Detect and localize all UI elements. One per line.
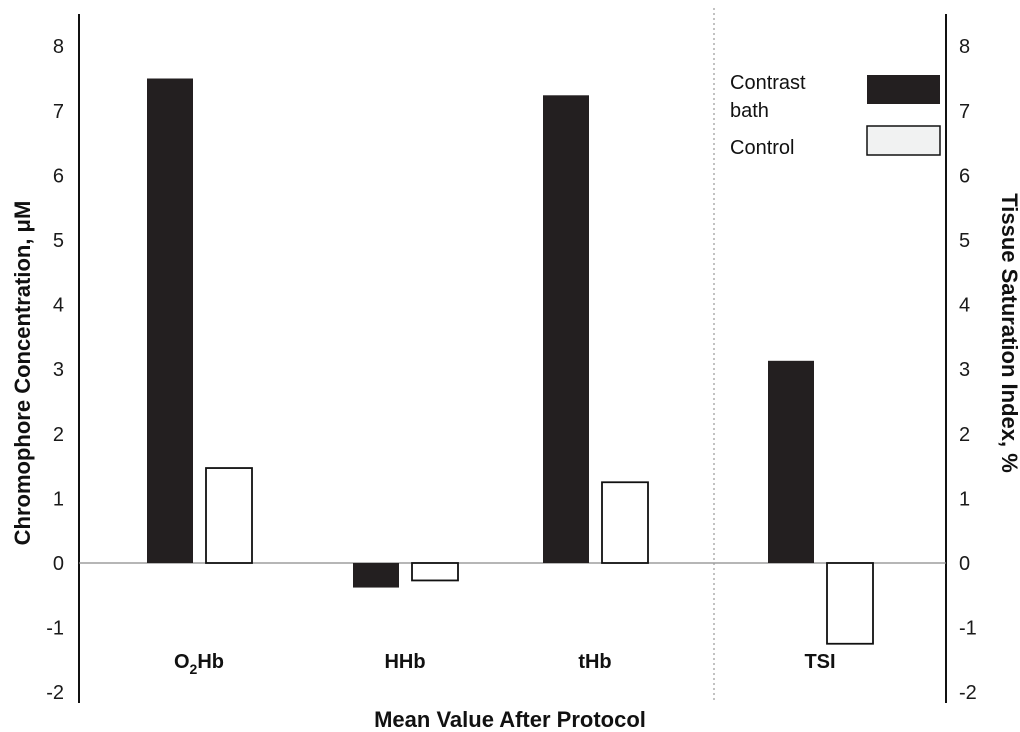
legend-item: Contrast bath	[730, 72, 940, 122]
left-y-tick-label: 3	[53, 359, 64, 381]
right-y-tick-label: 4	[959, 295, 970, 317]
left-y-tick-label: 6	[53, 165, 64, 187]
bars	[147, 78, 874, 645]
axes	[78, 8, 947, 703]
legend-item: Control	[730, 125, 941, 159]
left-y-tick-label: -1	[46, 618, 64, 640]
legend-label: bath	[730, 100, 769, 122]
x-axis-title: Mean Value After Protocol	[374, 707, 646, 732]
left-y-tick-label: 4	[53, 295, 64, 317]
control-bar	[826, 562, 874, 645]
left-y-tick-label: 2	[53, 424, 64, 446]
control-bar	[601, 481, 649, 564]
category-label: TSI	[804, 651, 835, 673]
left-y-tick-label: 7	[53, 101, 64, 123]
legend-swatch-control	[866, 125, 941, 156]
control-bar	[411, 562, 459, 582]
right-y-tick-label: 8	[959, 36, 970, 58]
legend-swatch-contrast-bath	[867, 75, 940, 104]
left-y-tick-label: -2	[46, 682, 64, 704]
right-y-tick-label: 2	[959, 424, 970, 446]
right-y-tick-label: -1	[959, 618, 977, 640]
contrast-bath-bar	[353, 563, 399, 588]
category-label: O2Hb	[174, 651, 224, 677]
right-y-tick-label: 6	[959, 165, 970, 187]
labels: 8 7 6 5 4 3 2 1 0 -1 -2 8 7 6 5 4 3 2 1 0 -1 -2 O2Hb HHb tHb TSI M…	[10, 36, 1020, 732]
y-axis-title: Chromophore Concentration, μM	[10, 201, 35, 546]
left-y-tick-label: 1	[53, 488, 64, 510]
category-label: tHb	[578, 651, 611, 673]
right-y-tick-label: 3	[959, 359, 970, 381]
right-y-tick-label: 5	[959, 230, 970, 252]
y2-axis-title: Tissue Saturation Index, %	[997, 193, 1020, 473]
right-y-tick-label: 0	[959, 553, 970, 575]
legend-label: Control	[730, 137, 794, 159]
contrast-bath-bar	[147, 78, 193, 563]
category-label: HHb	[384, 651, 425, 673]
legend: Contrast bath Control	[730, 72, 941, 159]
left-y-tick-label: 0	[53, 553, 64, 575]
control-bar	[205, 467, 253, 564]
right-y-tick-label: 1	[959, 488, 970, 510]
left-y-tick-label: 8	[53, 36, 64, 58]
right-y-tick-label: 7	[959, 101, 970, 123]
contrast-bath-bar	[768, 360, 814, 563]
right-y-tick-label: -2	[959, 682, 977, 704]
legend-label: Contrast	[730, 72, 806, 94]
left-y-tick-label: 5	[53, 230, 64, 252]
contrast-bath-bar	[543, 95, 589, 564]
